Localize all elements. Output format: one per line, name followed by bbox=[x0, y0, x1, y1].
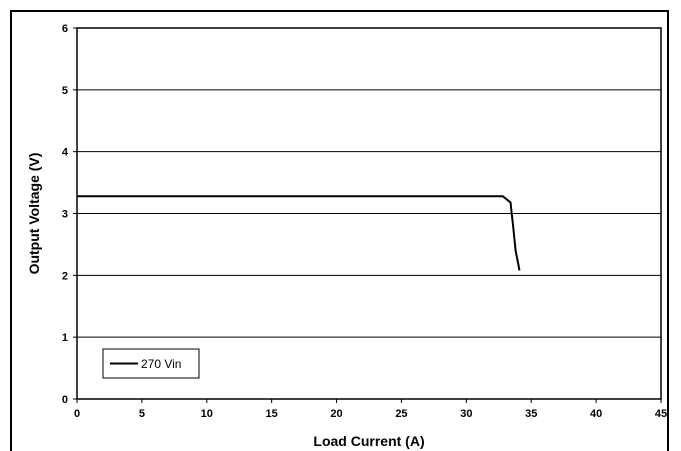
y-tick-label-4: 4 bbox=[62, 147, 69, 159]
x-axis-ticks: 0 5 10 15 20 25 30 35 40 45 bbox=[74, 399, 667, 420]
x-tick-label-40: 40 bbox=[590, 408, 602, 420]
x-tick-label-5: 5 bbox=[139, 408, 145, 420]
series-group bbox=[77, 195, 521, 271]
x-tick-label-15: 15 bbox=[266, 408, 278, 420]
y-tick-label-2: 2 bbox=[62, 270, 68, 282]
x-tick-label-25: 25 bbox=[395, 408, 407, 420]
x-tick-label-10: 10 bbox=[201, 408, 213, 420]
x-tick-label-20: 20 bbox=[330, 408, 342, 420]
y-tick-label-3: 3 bbox=[62, 209, 68, 221]
x-tick-label-35: 35 bbox=[525, 408, 537, 420]
x-axis-label: Load Current (A) bbox=[313, 433, 424, 449]
legend-label: 270 Vin bbox=[141, 357, 181, 371]
y-tick-label-6: 6 bbox=[62, 23, 68, 35]
x-tick-label-0: 0 bbox=[74, 408, 80, 420]
grid-lines bbox=[77, 89, 661, 338]
y-tick-label-1: 1 bbox=[62, 332, 68, 344]
y-tick-label-0: 0 bbox=[62, 394, 68, 406]
y-axis-ticks: 0 1 2 3 4 5 6 bbox=[62, 23, 77, 406]
legend-box bbox=[102, 348, 200, 379]
x-tick-label-45: 45 bbox=[655, 408, 667, 420]
y-tick-label-5: 5 bbox=[62, 85, 68, 97]
y-axis-label: Output Voltage (V) bbox=[26, 153, 42, 275]
x-tick-label-30: 30 bbox=[460, 408, 472, 420]
legend: 270 Vin bbox=[102, 348, 200, 379]
series-line-0 bbox=[77, 195, 521, 271]
